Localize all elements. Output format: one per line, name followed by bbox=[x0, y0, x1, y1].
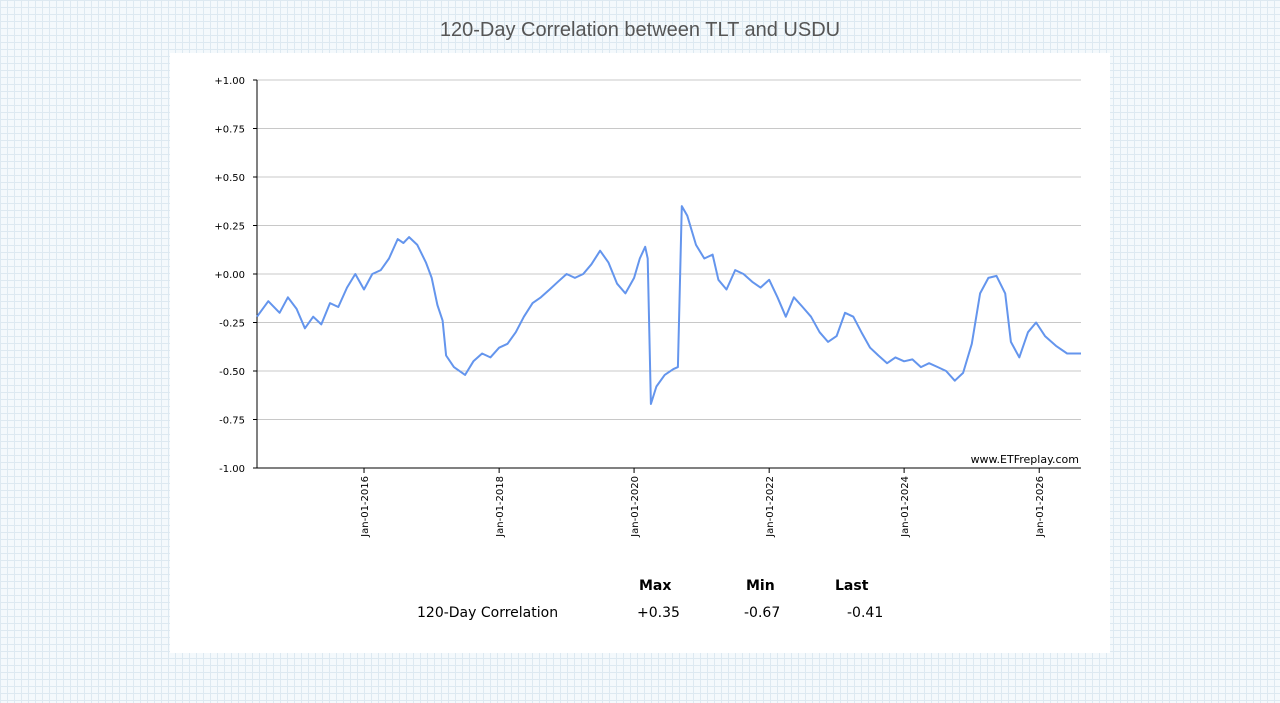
y-tick-label: +0.00 bbox=[214, 270, 245, 281]
y-tick-label: +0.25 bbox=[214, 222, 245, 233]
y-tick-label: +0.50 bbox=[214, 173, 245, 184]
chart-title: 120-Day Correlation between TLT and USDU bbox=[439, 19, 841, 41]
y-tick-label: +1.00 bbox=[214, 76, 245, 87]
series-lines bbox=[256, 205, 1081, 405]
gridlines bbox=[257, 79, 1081, 469]
stats-table: Max Min Last 120-Day Correlation +0.35 -… bbox=[417, 578, 917, 628]
y-tick-label: +0.75 bbox=[214, 125, 245, 136]
stats-header-min: Min bbox=[746, 578, 775, 594]
series-line-correlation bbox=[256, 205, 1081, 405]
y-tick-label: -0.25 bbox=[219, 319, 245, 330]
x-tick-label: Jan-01-2026 bbox=[1035, 476, 1046, 538]
stats-value-max: +0.35 bbox=[637, 605, 680, 621]
x-tick-label: Jan-01-2018 bbox=[495, 476, 506, 538]
stats-row-label: 120-Day Correlation bbox=[417, 605, 559, 621]
stats-value-min: -0.67 bbox=[744, 605, 781, 621]
x-tick-label: Jan-01-2022 bbox=[765, 476, 776, 538]
correlation-chart: +1.00 +0.75 +0.50 +0.25 +0.00 -0.25 -0.50 -0.75… bbox=[214, 76, 1081, 538]
y-tick-label: -0.75 bbox=[219, 416, 245, 427]
x-tick-label: Jan-01-2016 bbox=[360, 476, 371, 538]
stats-header-max: Max bbox=[639, 578, 672, 594]
stats-value-last: -0.41 bbox=[847, 605, 884, 621]
x-tick-label: Jan-01-2020 bbox=[630, 476, 641, 538]
stats-header-last: Last bbox=[835, 578, 869, 594]
watermark: www.ETFreplay.com bbox=[971, 453, 1079, 466]
x-axis-ticks: Jan-01-2016 Jan-01-2018 Jan-01-2020 Jan-01-… bbox=[360, 468, 1046, 538]
x-tick-label: Jan-01-2024 bbox=[900, 476, 911, 538]
chart-panel: +1.00 +0.75 +0.50 +0.25 +0.00 -0.25 -0.50 -0.75… bbox=[170, 53, 1110, 653]
y-tick-label: -0.50 bbox=[219, 367, 245, 378]
y-tick-label: -1.00 bbox=[219, 464, 245, 475]
y-axis-ticks: +1.00 +0.75 +0.50 +0.25 +0.00 -0.25 -0.50 -0.75… bbox=[214, 76, 257, 475]
